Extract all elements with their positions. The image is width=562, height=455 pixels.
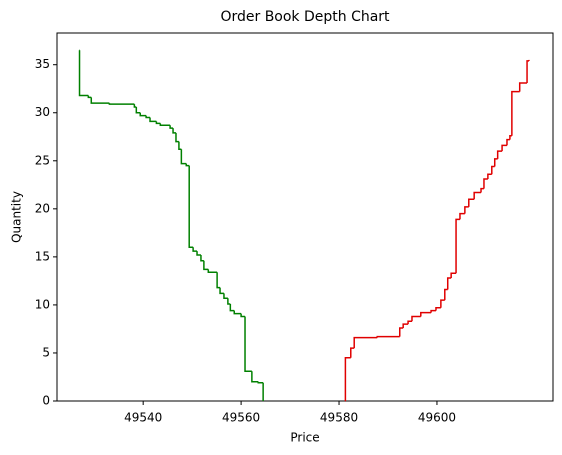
depth-step: [178, 141, 182, 151]
depth-step: [229, 303, 235, 312]
depth-step: [149, 117, 157, 123]
y-tick-label: 15: [35, 249, 50, 263]
depth-step: [133, 104, 137, 108]
depth-step: [240, 313, 246, 318]
y-tick-label: 30: [35, 105, 50, 119]
x-tick-label: 49600: [418, 411, 456, 425]
depth-step: [223, 293, 228, 299]
depth-step: [172, 128, 176, 134]
x-tick-label: 49540: [124, 411, 162, 425]
depth-step: [244, 316, 252, 372]
depth-step: [188, 165, 194, 249]
depth-step: [496, 150, 503, 159]
depth-step: [159, 123, 171, 126]
depth-step: [257, 381, 264, 384]
depth-step: [480, 187, 484, 193]
depth-step: [402, 323, 409, 328]
depth-step: [175, 132, 179, 143]
depth-step: [155, 121, 161, 125]
depth-step: [376, 335, 400, 338]
depth-step: [219, 287, 224, 295]
depth-step: [139, 112, 147, 117]
y-tick-label: 20: [35, 201, 50, 215]
depth-step: [233, 310, 242, 315]
depth-step: [459, 212, 465, 220]
plot-frame: [56, 32, 554, 402]
depth-step: [468, 198, 475, 207]
depth-step: [511, 90, 520, 136]
depth-step: [435, 307, 441, 311]
depth-step: [473, 191, 482, 200]
depth-step: [420, 311, 432, 317]
y-tick-label: 35: [35, 57, 50, 71]
y-tick-label: 10: [35, 297, 50, 311]
depth-step: [455, 218, 460, 274]
depth-step: [440, 299, 445, 308]
depth-step: [464, 206, 469, 214]
depth-step: [90, 97, 110, 104]
depth-step: [493, 158, 498, 167]
depth-step: [411, 315, 421, 322]
depth-step: [203, 260, 209, 271]
depth-step: [491, 165, 495, 175]
y-tick-label: 0: [42, 394, 50, 408]
y-axis-label: Quantity: [10, 191, 24, 243]
depth-step: [350, 347, 355, 358]
depth-step: [353, 336, 378, 349]
depth-step: [506, 138, 510, 146]
y-tick-label: 25: [35, 153, 50, 167]
y-tick-label: 5: [42, 345, 50, 359]
x-axis-label: Price: [290, 431, 319, 445]
depth-step: [501, 144, 507, 152]
depth-step: [135, 106, 141, 114]
x-tick-label: 49580: [320, 411, 358, 425]
x-tick-label: 49560: [222, 411, 260, 425]
depth-step: [192, 247, 198, 252]
depth-step: [526, 60, 530, 83]
depth-step: [446, 277, 452, 290]
depth-step: [407, 320, 412, 325]
depth-step: [509, 135, 512, 140]
depth-step: [216, 272, 221, 289]
depth-step: [145, 115, 151, 119]
depth-step: [487, 173, 492, 180]
depth-step: [87, 95, 92, 99]
depth-step: [180, 149, 187, 165]
depth-step: [450, 272, 457, 279]
depth-step: [344, 357, 351, 401]
depth-step: [78, 50, 89, 97]
depth-step: [200, 254, 204, 262]
depth-step: [169, 125, 174, 129]
depth-step: [207, 269, 218, 273]
depth-step: [251, 371, 259, 383]
depth-step: [185, 163, 190, 167]
depth-step: [227, 298, 231, 305]
depth-step: [430, 309, 436, 313]
depth-step: [518, 82, 528, 92]
chart-title: Order Book Depth Chart: [220, 9, 390, 25]
depth-step: [196, 251, 201, 256]
depth-step: [398, 327, 404, 337]
depth-step: [483, 178, 488, 189]
depth-step: [108, 103, 135, 105]
depth-step: [444, 288, 448, 301]
